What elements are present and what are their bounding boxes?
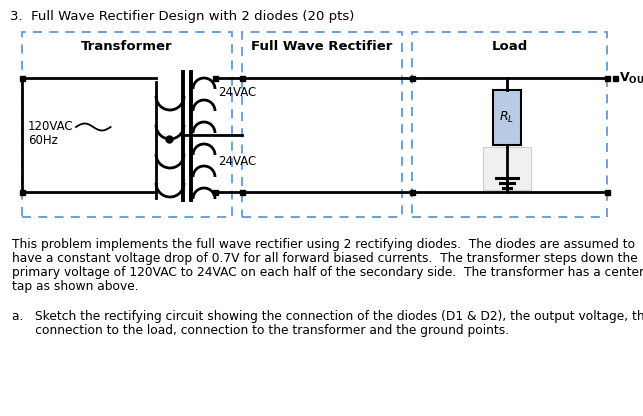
Bar (604, 190, 610, 195)
Text: $R_L$: $R_L$ (500, 110, 514, 125)
Text: This problem implements the full wave rectifier using 2 rectifying diodes.  The : This problem implements the full wave re… (12, 238, 635, 251)
Text: Load: Load (491, 40, 528, 53)
Text: primary voltage of 120VAC to 24VAC on each half of the secondary side.  The tran: primary voltage of 120VAC to 24VAC on ea… (12, 266, 643, 279)
Text: Full Wave Rectifier: Full Wave Rectifier (251, 40, 393, 53)
Text: 60Hz: 60Hz (28, 134, 58, 147)
Text: 24VAC: 24VAC (218, 86, 257, 99)
Bar (412, 32, 607, 217)
Text: Transformer: Transformer (81, 40, 173, 53)
Bar (19, 190, 24, 195)
Text: 120VAC: 120VAC (28, 120, 74, 133)
Bar (613, 75, 617, 81)
Text: connection to the load, connection to the transformer and the ground points.: connection to the load, connection to th… (12, 324, 509, 337)
Text: tap as shown above.: tap as shown above. (12, 280, 139, 293)
Bar (212, 75, 217, 81)
Text: 24VAC: 24VAC (218, 155, 257, 168)
Text: 3.  Full Wave Rectifier Design with 2 diodes (20 pts): 3. Full Wave Rectifier Design with 2 dio… (10, 10, 354, 23)
Bar (242, 32, 402, 217)
Bar (22, 32, 232, 217)
Bar (493, 90, 521, 145)
Text: $\mathbf{V_{OUT}}$: $\mathbf{V_{OUT}}$ (619, 70, 643, 86)
Text: a.   Sketch the rectifying circuit showing the connection of the diodes (D1 & D2: a. Sketch the rectifying circuit showing… (12, 310, 643, 323)
Bar (19, 75, 24, 81)
Bar (239, 75, 244, 81)
Bar (239, 190, 244, 195)
Bar (410, 190, 415, 195)
Bar (604, 75, 610, 81)
Bar (410, 75, 415, 81)
Bar (212, 190, 217, 195)
Bar (483, 147, 531, 190)
Text: have a constant voltage drop of 0.7V for all forward biased currents.  The trans: have a constant voltage drop of 0.7V for… (12, 252, 638, 265)
